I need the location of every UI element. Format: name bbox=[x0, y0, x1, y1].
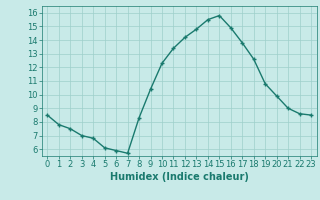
X-axis label: Humidex (Indice chaleur): Humidex (Indice chaleur) bbox=[110, 172, 249, 182]
